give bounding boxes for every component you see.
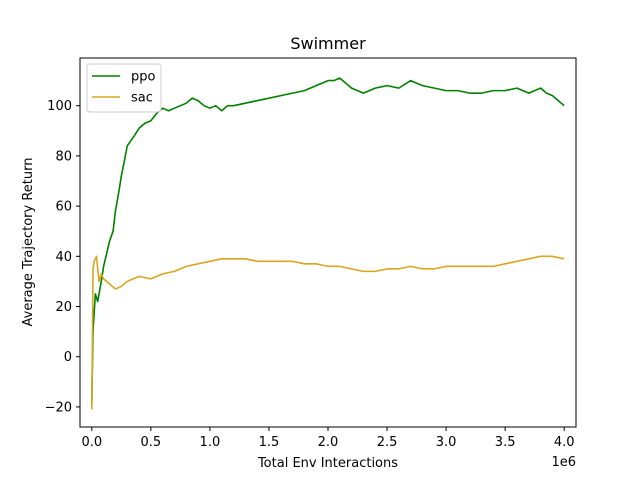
x-tick-label: 0.5 xyxy=(141,435,162,450)
y-axis-label: Average Trajectory Return xyxy=(21,158,36,327)
series-layer xyxy=(91,77,565,410)
x-tick-label: 2.0 xyxy=(318,435,339,450)
y-tick-label: 40 xyxy=(55,250,72,265)
x-axis-label: Total Env Interactions xyxy=(257,456,398,471)
y-tick-label: −20 xyxy=(45,400,72,415)
legend-label-sac: sac xyxy=(131,91,153,106)
chart-title: Swimmer xyxy=(290,34,366,53)
x-tick-label: 1.5 xyxy=(259,435,280,450)
y-tick-label: 100 xyxy=(47,99,72,114)
x-tick-label: 2.5 xyxy=(377,435,398,450)
y-tick-label: 20 xyxy=(55,300,72,315)
x-tick-label: 0.0 xyxy=(81,435,102,450)
x-tick-label: 3.0 xyxy=(436,435,457,450)
legend-label-ppo: ppo xyxy=(131,70,156,85)
x-tick-label: 1.0 xyxy=(200,435,221,450)
series-line-sac xyxy=(91,255,565,410)
x-axis: 0.0 0.5 1.0 1.5 2.0 2.5 3.0 3.5 4.0 xyxy=(81,427,575,450)
y-axis: −20 0 20 40 60 80 100 xyxy=(45,99,80,415)
x-offset-text: 1e6 xyxy=(551,455,576,470)
legend: ppo sac xyxy=(86,63,162,113)
y-tick-label: 60 xyxy=(55,200,72,215)
y-tick-label: 0 xyxy=(64,350,72,365)
x-tick-label: 4.0 xyxy=(554,435,575,450)
series-line-ppo xyxy=(91,77,565,402)
y-tick-label: 80 xyxy=(55,149,72,164)
x-tick-label: 3.5 xyxy=(495,435,516,450)
